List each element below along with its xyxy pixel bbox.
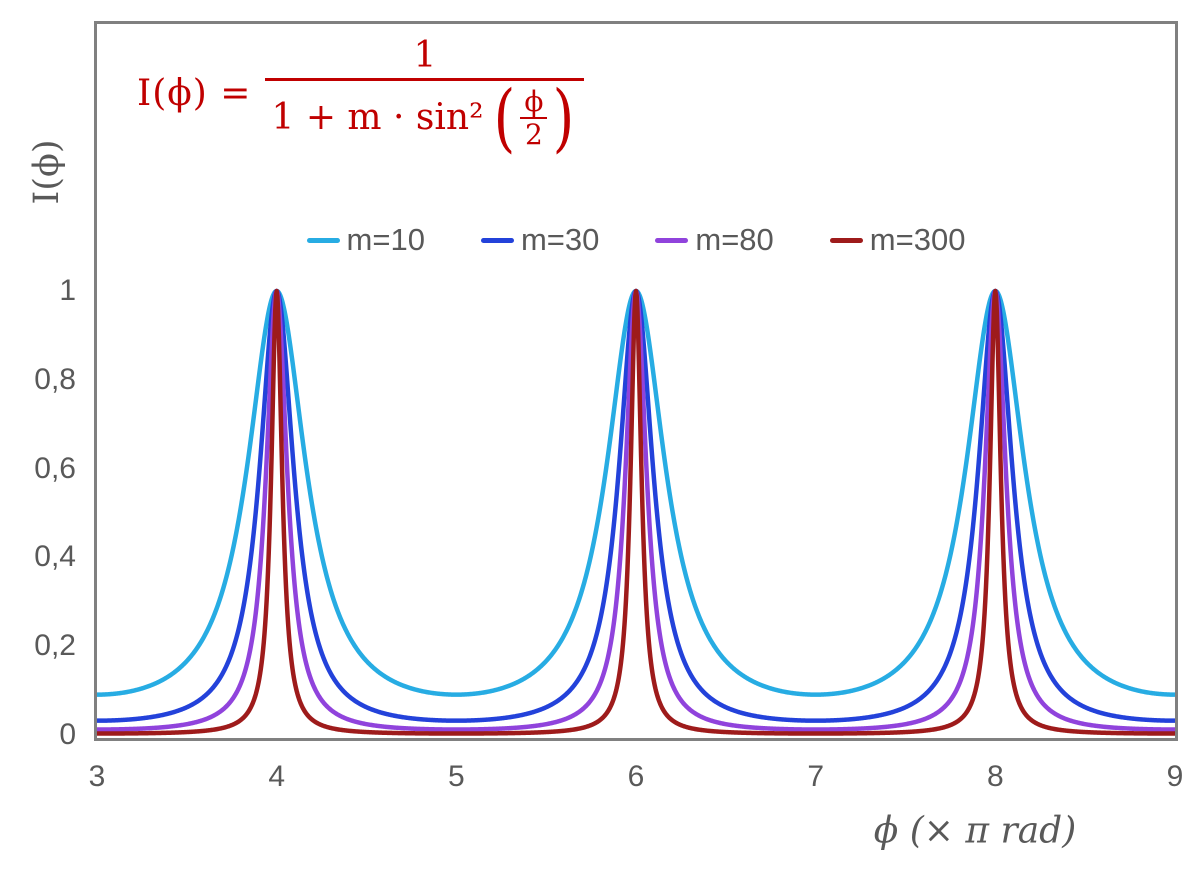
formula-denominator-text: 1 + m · sin² bbox=[271, 97, 484, 139]
x-tick-label: 9 bbox=[1166, 760, 1184, 793]
formula-denominator: 1 + m · sin² ( ϕ 2 ) bbox=[265, 74, 585, 161]
legend-label: m=300 bbox=[869, 222, 966, 257]
legend-line-swatch bbox=[655, 237, 689, 243]
close-paren: ) bbox=[553, 74, 575, 161]
x-tick-label: 7 bbox=[807, 760, 824, 793]
curve-m=30 bbox=[97, 288, 1175, 723]
legend-line-swatch bbox=[306, 237, 340, 243]
curve-lines bbox=[97, 288, 1175, 736]
y-axis-title: I(ϕ) bbox=[27, 139, 67, 205]
curve-m=80 bbox=[97, 288, 1175, 732]
curve-m=300 bbox=[97, 288, 1175, 736]
formula-lhs: I(ϕ) = bbox=[137, 73, 252, 115]
y-tick-label: 0,2 bbox=[34, 629, 76, 663]
y-tick-label: 0 bbox=[59, 718, 76, 751]
x-tick-label: 5 bbox=[447, 760, 465, 793]
formula-numerator: 1 bbox=[413, 35, 437, 76]
inner-numerator: ϕ bbox=[520, 86, 548, 119]
x-tick-label: 6 bbox=[627, 760, 645, 793]
y-tick-label: 0,8 bbox=[34, 362, 76, 396]
y-tick-label: 0,4 bbox=[34, 540, 76, 574]
phi-over-2-fraction: ϕ 2 bbox=[520, 86, 548, 151]
plot-area: I(ϕ) = 1 1 + m · sin² ( ϕ 2 ) m=10 m=30 m=… bbox=[94, 21, 1178, 741]
legend-line-swatch bbox=[829, 237, 863, 243]
x-tick-label: 4 bbox=[268, 760, 285, 793]
legend-line-swatch bbox=[480, 237, 514, 243]
open-paren: ( bbox=[493, 74, 515, 161]
legend-item-m=300: m=300 bbox=[829, 222, 966, 258]
x-axis-title: ϕ (× π rad) bbox=[873, 810, 1077, 852]
x-tick-label: 3 bbox=[88, 760, 106, 793]
formula-fraction: 1 1 + m · sin² ( ϕ 2 ) bbox=[265, 35, 585, 161]
inner-denominator: 2 bbox=[525, 117, 543, 151]
y-tick-label: 0,6 bbox=[34, 451, 76, 485]
x-tick-label: 8 bbox=[986, 760, 1004, 793]
legend-label: m=80 bbox=[695, 222, 774, 257]
legend-label: m=10 bbox=[346, 222, 425, 257]
formula-annotation: I(ϕ) = 1 1 + m · sin² ( ϕ 2 ) bbox=[137, 35, 585, 161]
legend-item-m=30: m=30 bbox=[480, 222, 600, 258]
legend-item-m=10: m=10 bbox=[306, 222, 425, 258]
legend-item-m=80: m=80 bbox=[655, 222, 774, 258]
legend-label: m=30 bbox=[520, 222, 600, 257]
y-tick-label: 1 bbox=[59, 274, 76, 307]
legend: m=10 m=30 m=80 m=300 bbox=[97, 222, 1175, 258]
